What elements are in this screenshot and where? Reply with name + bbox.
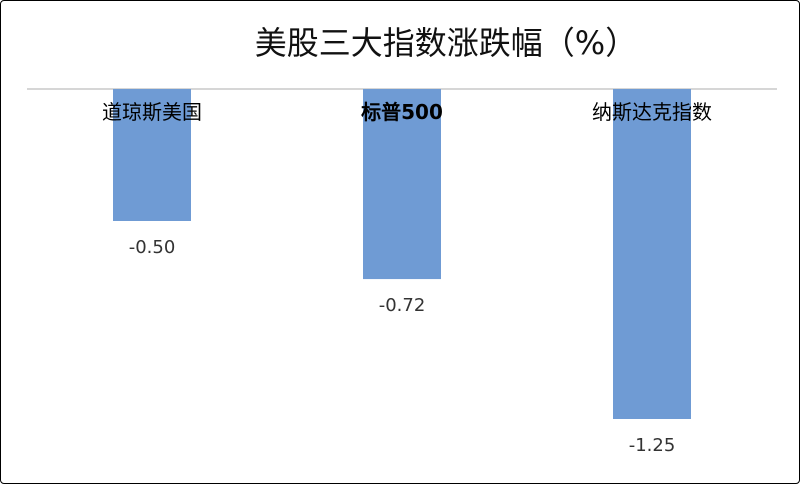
category-label-3: 纳斯达克指数 [592,100,712,124]
category-label-1: 道琼斯美国 [102,100,202,124]
chart-title: 美股三大指数涨跌幅（%） [254,24,638,62]
bar-3 [613,89,691,419]
category-label-2: 标普500 [361,100,443,124]
value-label-1: -0.50 [129,237,176,258]
bar-1 [113,89,191,221]
value-label-2: -0.72 [379,295,426,316]
bar-2 [363,89,441,280]
value-label-3: -1.25 [629,435,676,456]
